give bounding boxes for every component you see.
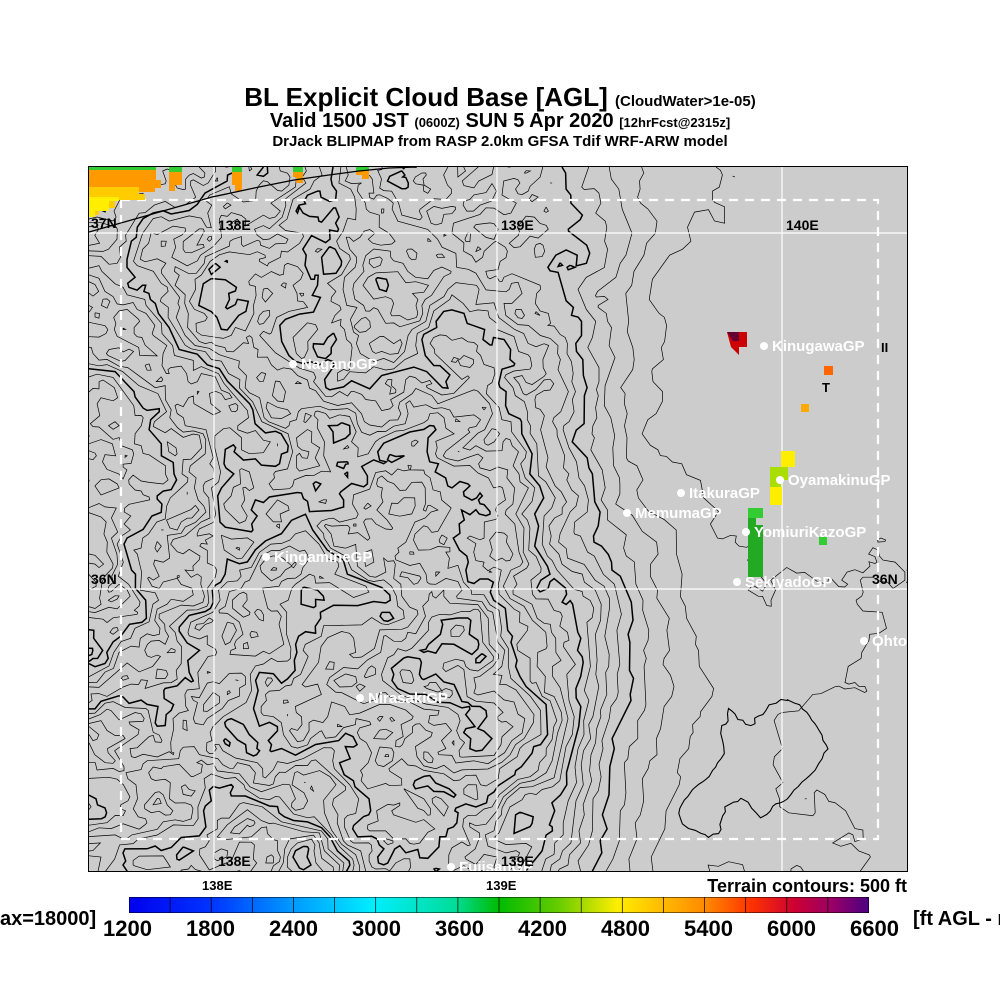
svg-text:SekiyadoGP: SekiyadoGP xyxy=(745,574,833,591)
svg-text:36N: 36N xyxy=(872,571,898,587)
svg-text:139E: 139E xyxy=(501,217,534,233)
svg-text:OyamakinuGP: OyamakinuGP xyxy=(788,472,891,489)
svg-text:MemumaGP: MemumaGP xyxy=(635,505,722,522)
svg-text:NirasakiGP: NirasakiGP xyxy=(368,690,448,707)
svg-text:ItakuraGP: ItakuraGP xyxy=(689,485,760,502)
svg-text:II: II xyxy=(881,340,888,355)
svg-text:OhtoneGP: OhtoneGP xyxy=(872,633,908,650)
svg-text:KingamineGP: KingamineGP xyxy=(274,549,372,566)
svg-text:140E: 140E xyxy=(786,217,819,233)
svg-text:T: T xyxy=(822,380,830,395)
svg-text:37N: 37N xyxy=(91,215,117,231)
svg-text:KinugawaGP: KinugawaGP xyxy=(772,338,865,355)
svg-text:NaganoGP: NaganoGP xyxy=(301,356,378,373)
svg-text:138E: 138E xyxy=(218,217,251,233)
svg-text:YomiuriKazoGP: YomiuriKazoGP xyxy=(754,524,866,541)
svg-text:138E: 138E xyxy=(218,853,251,869)
svg-text:36N: 36N xyxy=(91,571,117,587)
svg-text:139E: 139E xyxy=(501,853,534,869)
